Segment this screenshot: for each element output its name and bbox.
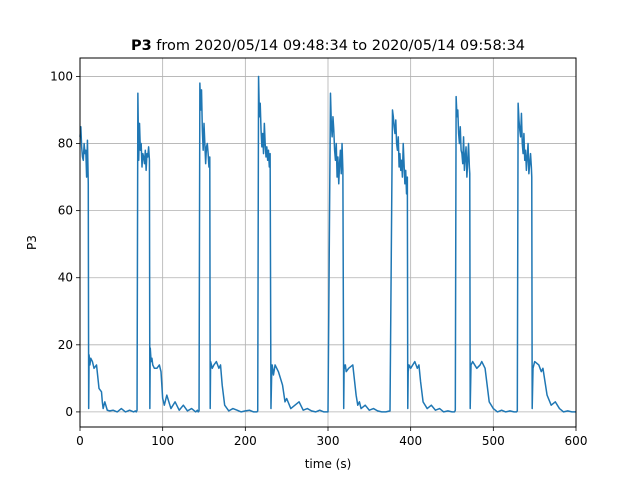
y-axis-label: P3 <box>25 235 39 250</box>
y-tick-label: 40 <box>58 271 73 285</box>
y-tick-label: 60 <box>58 204 73 218</box>
y-tick-label: 100 <box>50 69 73 83</box>
chart-title-rest: from 2020/05/14 09:48:34 to 2020/05/14 0… <box>152 38 525 54</box>
x-axis-label: time (s) <box>305 457 352 471</box>
ticks: 0 100 200 300 400 500 600 0 20 40 60 80 100 <box>50 69 587 448</box>
x-tick-label: 200 <box>234 434 257 448</box>
x-tick-label: 500 <box>482 434 505 448</box>
chart-title: P3 from 2020/05/14 09:48:34 to 2020/05/1… <box>131 38 525 54</box>
series-line <box>79 75 576 413</box>
plot-area <box>79 75 576 413</box>
x-tick-label: 0 <box>76 434 84 448</box>
y-tick-label: 0 <box>65 405 73 419</box>
y-tick-label: 80 <box>58 137 73 151</box>
x-tick-label: 300 <box>317 434 340 448</box>
x-tick-label: 400 <box>399 434 422 448</box>
chart-title-bold: P3 <box>131 38 152 54</box>
y-tick-label: 20 <box>58 338 73 352</box>
grid <box>79 58 577 427</box>
x-tick-label: 100 <box>151 434 174 448</box>
x-tick-label: 600 <box>565 434 588 448</box>
